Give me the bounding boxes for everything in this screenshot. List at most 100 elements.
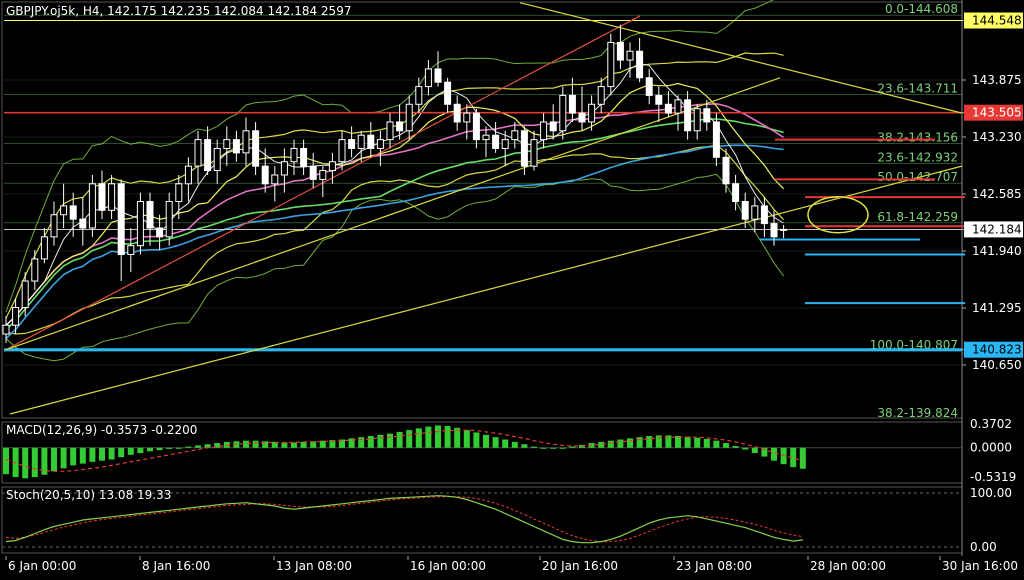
candle-bull xyxy=(242,130,250,154)
macd-histogram-bar xyxy=(166,447,173,449)
time-axis: 6 Jan 00:00 8 Jan 16:00 13 Jan 08:00 16 Jan… xyxy=(5,556,1018,573)
candle-bear xyxy=(770,223,778,238)
macd-header: MACD(12,26,9) -0.3573 -0.2200 xyxy=(6,423,198,437)
macd-histogram-bar xyxy=(492,437,499,448)
candle-bear xyxy=(69,205,77,220)
candle-bear xyxy=(732,183,740,202)
candle-bear xyxy=(204,139,212,172)
fib-label: 38.2-143.156 xyxy=(877,131,958,145)
macd-histogram-bar xyxy=(463,430,470,448)
macd-histogram-bar xyxy=(185,446,192,448)
time-axis-tick: 30 Jan 16:00 xyxy=(942,559,1018,573)
candle-bull xyxy=(357,134,365,149)
candle-bull xyxy=(165,200,173,238)
macd-histogram-bar xyxy=(425,426,432,448)
macd-histogram-bar xyxy=(108,447,115,460)
candle-bull xyxy=(280,161,288,176)
candle-bull xyxy=(607,41,615,88)
yellow-trendline-lower xyxy=(9,165,963,415)
candle-bear xyxy=(722,156,730,185)
price-marker-box[interactable] xyxy=(964,221,1023,238)
macd-histogram-bar xyxy=(406,430,413,448)
macd-histogram-bar xyxy=(22,447,29,479)
macd-histogram-bar xyxy=(127,447,134,455)
candle-bear xyxy=(117,183,125,256)
price-marker-box[interactable] xyxy=(964,341,1023,358)
macd-histogram-bar xyxy=(550,447,557,449)
macd-signal-line xyxy=(5,429,803,472)
macd-histogram-bar xyxy=(540,447,547,449)
candle-bull xyxy=(60,205,68,216)
macd-histogram-bar xyxy=(665,435,672,448)
macd-histogram-bar xyxy=(51,447,57,472)
candle-bear xyxy=(578,112,586,123)
ma-yellow xyxy=(5,82,785,326)
macd-histogram-bar xyxy=(137,447,144,454)
price-axis-tick: 143.230 xyxy=(972,130,1022,144)
macd-histogram-bar xyxy=(195,445,201,448)
candle-bear xyxy=(712,121,720,158)
candle-bull xyxy=(328,161,336,172)
macd-histogram-bar xyxy=(483,434,489,448)
macd-histogram-bar xyxy=(751,447,758,454)
macd-panel: 0.3702 0.0000 -0.5319 xyxy=(2,417,1016,484)
macd-histogram-bar xyxy=(89,447,96,462)
macd-histogram-bar xyxy=(790,447,797,468)
candle-bull xyxy=(223,139,231,149)
macd-histogram-bar xyxy=(99,447,105,461)
macd-histogram-bar xyxy=(60,447,67,469)
macd-histogram-bar xyxy=(396,431,403,448)
candle-bull xyxy=(463,112,471,123)
price-marker-label: 142.184 xyxy=(972,222,1022,236)
price-marker-box[interactable] xyxy=(964,12,1023,29)
macd-histogram-bar xyxy=(627,438,633,448)
candle-bull xyxy=(338,139,346,163)
candle-bull xyxy=(559,94,567,132)
time-axis-tick: 16 Jan 00:00 xyxy=(410,559,486,573)
macd-histogram-bar xyxy=(300,441,307,448)
candle-bear xyxy=(434,68,442,83)
time-axis-tick: 8 Jan 16:00 xyxy=(142,559,210,573)
bollinger-upper-outer xyxy=(5,0,775,313)
candle-bull xyxy=(530,139,538,167)
macd-histogram-bar xyxy=(444,426,451,448)
stoch-d-line xyxy=(5,496,803,543)
candle-bull xyxy=(40,236,48,260)
candle-bear xyxy=(520,130,528,167)
candle-bull xyxy=(271,174,279,185)
macd-histogram-bar xyxy=(214,443,221,448)
candle-bear xyxy=(472,112,480,141)
macd-histogram-bar xyxy=(675,435,681,448)
candle-bull xyxy=(588,103,596,123)
candle-bear xyxy=(684,99,692,132)
price-marker-box[interactable] xyxy=(964,104,1023,121)
candle-bull xyxy=(175,183,183,202)
candle-bull xyxy=(376,139,384,149)
main-panel-frame xyxy=(1,1,963,419)
macd-histogram-bar xyxy=(559,447,566,449)
candle-bull xyxy=(501,139,509,149)
macd-histogram-bar xyxy=(694,437,701,448)
candle-bear xyxy=(146,200,154,229)
macd-histogram-bar xyxy=(646,435,653,448)
macd-histogram-bar xyxy=(367,435,374,448)
candle-bear xyxy=(98,183,106,211)
price-axis-tick: 141.295 xyxy=(972,301,1022,315)
candle-bull xyxy=(540,121,548,141)
fib-label: 0.0-144.608 xyxy=(885,2,958,16)
candle-bear xyxy=(261,165,269,185)
candle-bear xyxy=(616,41,624,61)
ma-white xyxy=(5,63,784,326)
time-axis-tick: 13 Jan 08:00 xyxy=(276,559,352,573)
chart-header: GBPJPY.oj5k, H4, 142.175 142.235 142.084… xyxy=(6,4,352,18)
macd-histogram-bar xyxy=(377,434,384,448)
candle-bear xyxy=(396,121,404,132)
stoch-k-line xyxy=(5,495,803,544)
drawings: 0.0-144.608 23.6-143.711 38.2-143.156 23.6-… xyxy=(4,2,965,420)
macd-histogram-bar xyxy=(329,440,336,448)
yellow-trendline-top xyxy=(519,2,963,114)
bollinger-lower-outer xyxy=(5,173,785,362)
candle-bull xyxy=(213,147,221,172)
